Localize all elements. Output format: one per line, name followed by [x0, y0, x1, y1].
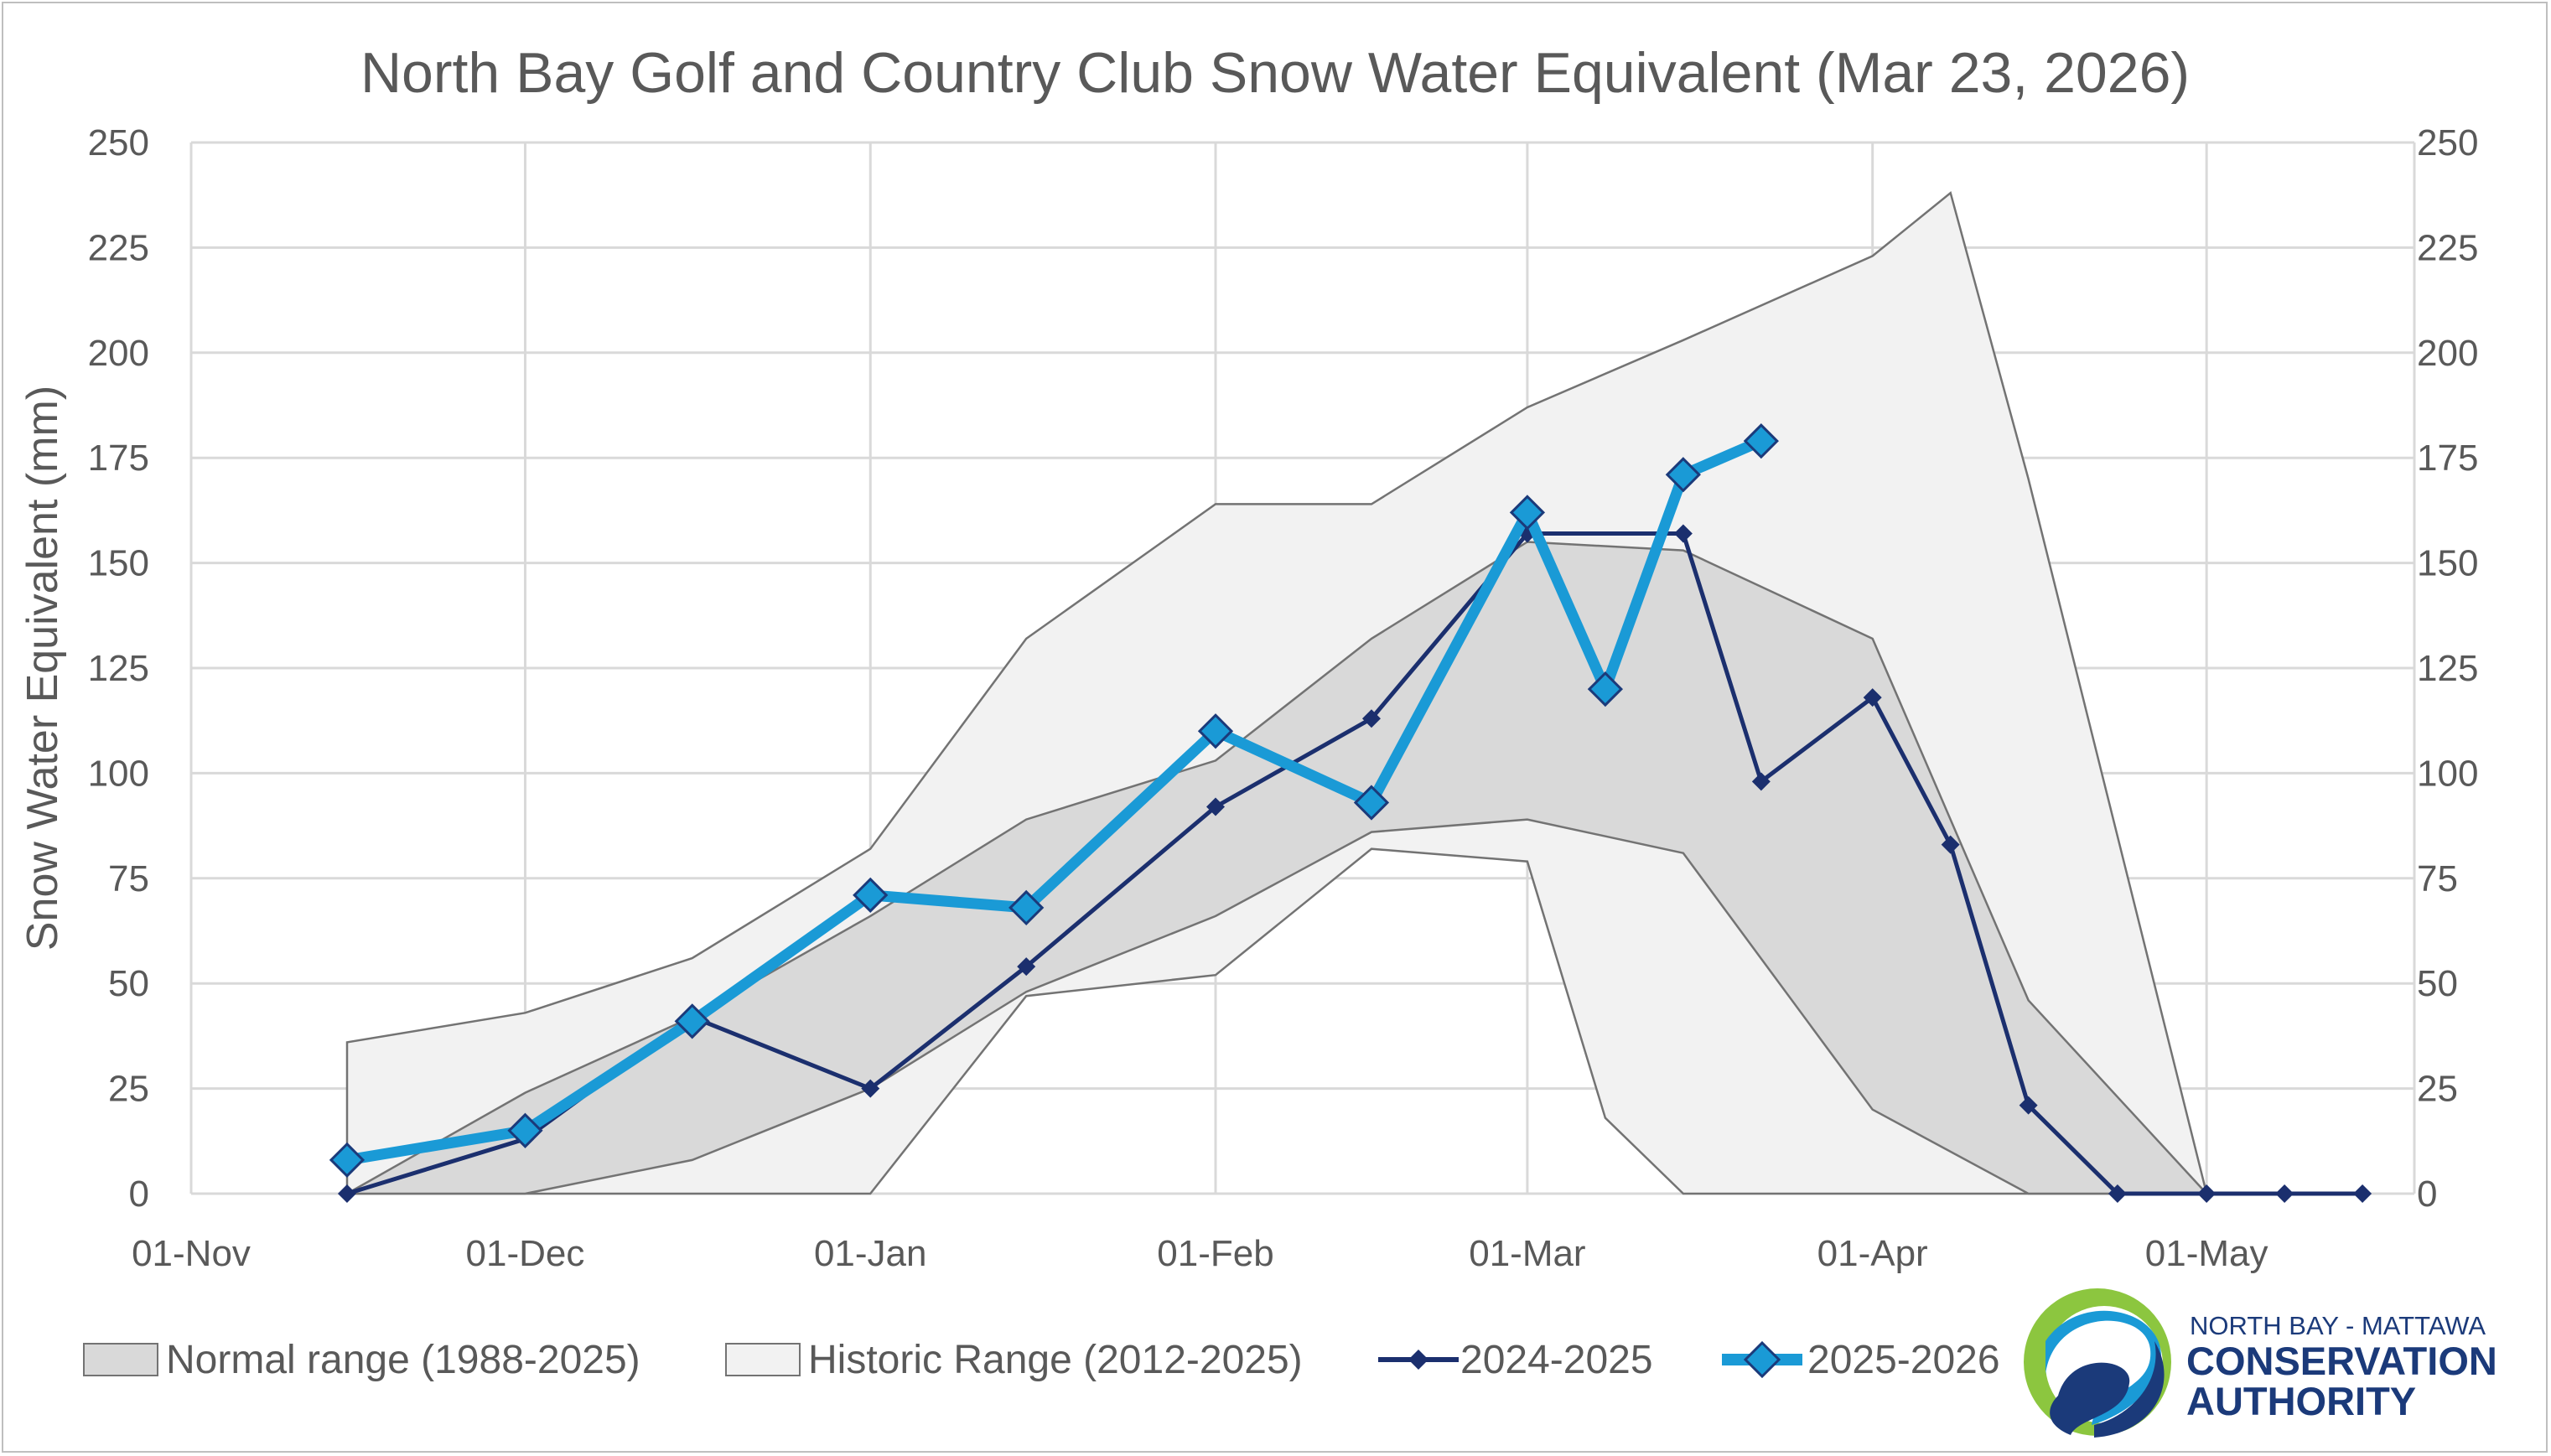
- y-axis-left: 0 25 50 75 100 125 150 175 200 225 250: [88, 122, 149, 1215]
- y-tick-label-left: 100: [88, 753, 149, 794]
- y-tick-label-left: 125: [88, 648, 149, 689]
- logo-emblem-icon: [2024, 1288, 2171, 1438]
- legend-label-normal-range: Normal range (1988-2025): [166, 1338, 640, 1382]
- y-tick-label-right: 250: [2417, 122, 2478, 163]
- point-2025-2026: [1008, 889, 1045, 926]
- y-tick-label-left: 75: [108, 858, 149, 899]
- y-tick-label-right: 25: [2417, 1069, 2458, 1110]
- legend: Normal range (1988-2025) Historic Range …: [83, 1338, 2000, 1382]
- x-tick-label: 01-Mar: [1469, 1233, 1585, 1274]
- point-2025-2026: [507, 1112, 543, 1148]
- range-bands: [345, 191, 2208, 1195]
- x-tick-label: 01-Nov: [132, 1233, 251, 1274]
- point-2024-2025: [1206, 797, 1225, 816]
- point-2024-2025: [1751, 772, 1771, 791]
- point-2025-2026: [853, 877, 889, 913]
- legend-label-historic-range: Historic Range (2012-2025): [808, 1338, 1303, 1382]
- y-tick-label-left: 200: [88, 333, 149, 374]
- y-tick-label-left: 0: [129, 1174, 149, 1215]
- x-tick-label: 01-Feb: [1157, 1233, 1273, 1274]
- legend-label-2025-2026: 2025-2026: [1807, 1338, 2000, 1382]
- x-tick-label: 01-May: [2145, 1233, 2268, 1274]
- logo-text-line2: CONSERVATION: [2186, 1339, 2497, 1383]
- x-tick-label: 01-Jan: [814, 1233, 927, 1274]
- y-tick-label-left: 250: [88, 122, 149, 163]
- legend-label-2024-2025: 2024-2025: [1460, 1338, 1653, 1382]
- y-tick-label-right: 150: [2417, 543, 2478, 584]
- x-tick-label: 01-Dec: [466, 1233, 585, 1274]
- y-tick-label-left: 150: [88, 543, 149, 584]
- conservation-authority-logo: NORTH BAY - MATTAWA CONSERVATION AUTHORI…: [2024, 1288, 2497, 1438]
- point-2024-2025: [861, 1079, 880, 1098]
- legend-swatch-historic-range: [725, 1343, 801, 1376]
- point-2025-2026: [1353, 785, 1390, 821]
- point-2025-2026: [1587, 671, 1624, 707]
- chart-title: North Bay Golf and Country Club Snow Wat…: [360, 41, 2190, 105]
- point-2024-2025: [2019, 1096, 2038, 1115]
- point-2025-2026: [1197, 713, 1234, 749]
- normal-range-band-upper-edge: [346, 541, 2208, 1195]
- y-axis-right: 0 25 50 75 100 125 150 175 200 225 250: [2417, 122, 2478, 1215]
- logo-text-line3: AUTHORITY: [2186, 1379, 2416, 1423]
- y-tick-label-left: 50: [108, 963, 149, 1004]
- y-tick-label-right: 225: [2417, 227, 2478, 268]
- historic-range-band-upper-edge: [345, 191, 2208, 1194]
- point-2025-2026: [1509, 495, 1546, 531]
- y-tick-label-right: 0: [2417, 1174, 2437, 1215]
- legend-swatch-normal-range: [83, 1343, 158, 1376]
- y-tick-label-right: 75: [2417, 858, 2458, 899]
- normal-range-band-lower-edge: [347, 818, 2207, 1195]
- point-2024-2025: [2275, 1184, 2294, 1203]
- x-axis: 01-Nov 01-Dec 01-Jan 01-Feb 01-Mar 01-Apr 01-M…: [132, 1233, 2268, 1274]
- legend-marker-2025-2026: [1743, 1340, 1781, 1379]
- point-2024-2025: [2108, 1184, 2127, 1203]
- series-lines: [329, 423, 2372, 1203]
- point-2024-2025: [1863, 688, 1882, 707]
- point-2025-2026: [1665, 457, 1701, 493]
- point-2024-2025: [1017, 957, 1036, 977]
- y-tick-label-right: 200: [2417, 333, 2478, 374]
- x-tick-label: 01-Apr: [1817, 1233, 1928, 1274]
- y-tick-label-left: 225: [88, 227, 149, 268]
- legend-marker-2024-2025: [1408, 1350, 1428, 1370]
- point-2024-2025: [1361, 709, 1381, 728]
- point-2024-2025: [2197, 1184, 2217, 1203]
- y-tick-label-right: 50: [2417, 963, 2458, 1004]
- point-2025-2026: [1743, 423, 1779, 459]
- y-tick-label-left: 175: [88, 438, 149, 479]
- y-tick-label-right: 175: [2417, 438, 2478, 479]
- historic-range-band-lower-edge: [347, 847, 2207, 1195]
- historic-range-band-area: [347, 193, 2207, 1194]
- point-2024-2025: [337, 1184, 356, 1203]
- logo-text-line1: NORTH BAY - MATTAWA: [2190, 1311, 2486, 1340]
- y-tick-label-left: 25: [108, 1069, 149, 1110]
- y-axis-label: Snow Water Equivalent (mm): [18, 386, 67, 951]
- normal-range-band-area: [347, 541, 2207, 1194]
- point-2024-2025: [2353, 1184, 2372, 1203]
- point-2025-2026: [674, 1003, 710, 1039]
- point-2025-2026: [329, 1142, 366, 1178]
- point-2024-2025: [1941, 835, 1960, 854]
- point-2024-2025: [1673, 524, 1693, 543]
- y-tick-label-right: 125: [2417, 648, 2478, 689]
- y-tick-label-right: 100: [2417, 753, 2478, 794]
